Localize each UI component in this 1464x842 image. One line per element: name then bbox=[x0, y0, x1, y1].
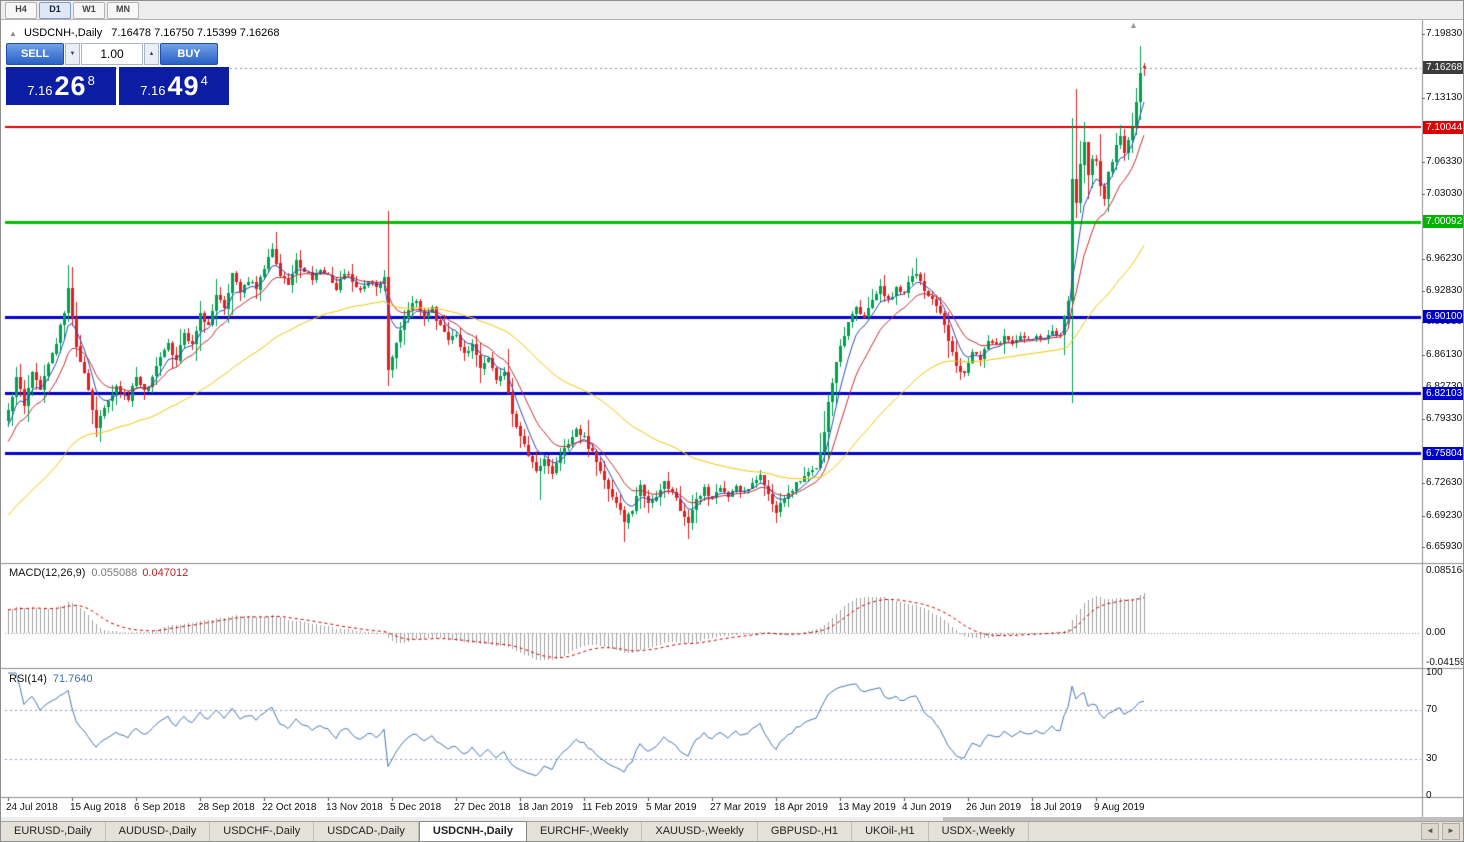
trade-controls-row: SELL ▼ ▲ BUY bbox=[6, 43, 232, 65]
macd-main-value: 0.055088 bbox=[91, 567, 138, 579]
date-label: 15 Aug 2018 bbox=[70, 802, 127, 813]
chart-tab-ukoil-h1[interactable]: UKOil-,H1 bbox=[852, 822, 929, 841]
price-tick: 7.03030 bbox=[1426, 188, 1463, 199]
timeframe-button-d1[interactable]: D1 bbox=[39, 1, 71, 19]
price-tick: 6.82730 bbox=[1426, 381, 1463, 393]
tab-scroll-left-button[interactable]: ◄ bbox=[1421, 822, 1439, 840]
volume-decrease-button[interactable]: ▼ bbox=[65, 43, 80, 65]
price-tick: 6.79330 bbox=[1426, 413, 1463, 424]
timeframe-button-w1[interactable]: W1 bbox=[73, 1, 105, 19]
chart-tab-eurchf-weekly[interactable]: EURCHF-,Weekly bbox=[527, 822, 643, 841]
chart-tab-eurusd-daily[interactable]: EURUSD-,Daily bbox=[1, 822, 106, 841]
price-tick: 7.19830 bbox=[1426, 28, 1463, 39]
chart-tab-usdcad-daily[interactable]: USDCAD-,Daily bbox=[314, 822, 419, 841]
chart-tab-usdx-weekly[interactable]: USDX-,Weekly bbox=[929, 822, 1029, 841]
chart-ohlc-values: 7.16478 7.16750 7.15399 7.16268 bbox=[111, 27, 280, 39]
bid-price-point: 8 bbox=[87, 73, 95, 88]
rsi-axis-tick: 0 bbox=[1426, 790, 1432, 801]
volume-input[interactable] bbox=[81, 43, 143, 65]
chart-tab-xauusd-weekly[interactable]: XAUUSD-,Weekly bbox=[642, 822, 758, 841]
chart-symbol-label: USDCNH-,Daily bbox=[23, 27, 103, 39]
chart-tab-gbpusd-h1[interactable]: GBPUSD-,H1 bbox=[758, 822, 853, 841]
price-tick: 6.65930 bbox=[1426, 541, 1463, 552]
bid-price-pips: 26 bbox=[54, 71, 87, 101]
price-tick: 6.86130 bbox=[1426, 349, 1463, 360]
horizontal-scrollbar[interactable] bbox=[1, 817, 1463, 822]
chart-title: ▲ USDCNH-,Daily 7.16478 7.16750 7.15399 … bbox=[9, 27, 280, 39]
volume-increase-button[interactable]: ▲ bbox=[144, 43, 159, 65]
price-tick: 7.13130 bbox=[1426, 92, 1463, 103]
rsi-name: RSI(14) bbox=[9, 673, 47, 685]
macd-signal-value: 0.047012 bbox=[142, 567, 189, 579]
date-label: 6 Sep 2018 bbox=[134, 802, 186, 813]
macd-axis-tick: 0.085164 bbox=[1426, 565, 1464, 576]
chart-tab-audusd-daily[interactable]: AUDUSD-,Daily bbox=[106, 822, 211, 841]
chart-tab-usdchf-daily[interactable]: USDCHF-,Daily bbox=[210, 822, 315, 841]
hline-price-label: 7.00092 bbox=[1423, 215, 1463, 228]
hline-price-label: 6.75804 bbox=[1423, 447, 1463, 460]
date-label: 18 Jul 2019 bbox=[1030, 802, 1082, 813]
trade-prices-row: 7.16 26 8 7.16 49 4 bbox=[6, 67, 232, 105]
date-label: 24 Jul 2018 bbox=[6, 802, 58, 813]
macd-axis-tick: -0.041597 bbox=[1426, 657, 1463, 668]
chart-tab-bar: EURUSD-,Daily AUDUSD-,Daily USDCHF-,Daily U… bbox=[1, 821, 1463, 841]
macd-axis-tick: 0.00 bbox=[1426, 627, 1446, 638]
macd-name: MACD(12,26,9) bbox=[9, 567, 86, 579]
date-label: 28 Sep 2018 bbox=[198, 802, 255, 813]
chart-tab-usdcnh-daily[interactable]: USDCNH-,Daily bbox=[418, 821, 527, 841]
scrollbar-thumb[interactable] bbox=[943, 817, 1463, 822]
rsi-axis-tick: 30 bbox=[1426, 753, 1438, 764]
date-label: 27 Dec 2018 bbox=[454, 802, 511, 813]
collapse-panel-icon[interactable]: ▲ bbox=[9, 29, 17, 38]
rsi-indicator-label: RSI(14) 71.7640 bbox=[9, 673, 93, 685]
price-tick: 6.72630 bbox=[1426, 477, 1463, 488]
date-label: 13 May 2019 bbox=[838, 802, 896, 813]
timeframe-button-h4[interactable]: H4 bbox=[5, 1, 37, 19]
hline-price-label: 6.82103 bbox=[1423, 387, 1463, 400]
rsi-axis-tick: 100 bbox=[1426, 667, 1443, 678]
tab-scroll-buttons: ◄ ► bbox=[1421, 821, 1463, 841]
rsi-axis-tick: 70 bbox=[1426, 704, 1438, 715]
sell-button[interactable]: SELL bbox=[6, 43, 64, 65]
date-label: 27 Mar 2019 bbox=[710, 802, 767, 813]
timeframe-toolbar: H4 D1 W1 MN bbox=[1, 1, 1463, 20]
price-tick: 7.06330 bbox=[1426, 156, 1463, 167]
current-price-label: 7.16268 bbox=[1423, 61, 1463, 74]
ask-price-pips: 49 bbox=[167, 71, 200, 101]
price-tick: 6.69230 bbox=[1426, 510, 1463, 521]
date-label: 5 Mar 2019 bbox=[646, 802, 697, 813]
macd-indicator-label: MACD(12,26,9) 0.055088 0.047012 bbox=[9, 567, 188, 579]
date-label: 4 Jun 2019 bbox=[902, 802, 952, 813]
ask-price-prefix: 7.16 bbox=[140, 83, 166, 98]
date-label: 22 Oct 2018 bbox=[262, 802, 317, 813]
bid-price-display[interactable]: 7.16 26 8 bbox=[6, 67, 116, 105]
price-tick: 6.92830 bbox=[1426, 285, 1463, 296]
timeframe-button-mn[interactable]: MN bbox=[107, 1, 139, 19]
date-label: 13 Nov 2018 bbox=[326, 802, 383, 813]
bid-price-prefix: 7.16 bbox=[27, 83, 53, 98]
price-tick: 6.96230 bbox=[1426, 253, 1463, 264]
date-label: 18 Jan 2019 bbox=[518, 802, 574, 813]
ask-price-display[interactable]: 7.16 49 4 bbox=[119, 67, 229, 105]
hline-price-label: 6.90100 bbox=[1423, 310, 1463, 323]
date-label: 5 Dec 2018 bbox=[390, 802, 442, 813]
up-arrow-marker: ▲ bbox=[1129, 20, 1138, 30]
date-label: 9 Aug 2019 bbox=[1094, 802, 1145, 813]
date-label: 11 Feb 2019 bbox=[582, 802, 638, 813]
ask-price-point: 4 bbox=[200, 73, 208, 88]
hline-price-label: 7.10044 bbox=[1423, 121, 1463, 134]
buy-button[interactable]: BUY bbox=[160, 43, 218, 65]
rsi-value: 71.7640 bbox=[52, 673, 93, 685]
tab-scroll-right-button[interactable]: ► bbox=[1442, 822, 1460, 840]
date-label: 18 Apr 2019 bbox=[774, 802, 828, 813]
date-label: 26 Jun 2019 bbox=[966, 802, 1022, 813]
